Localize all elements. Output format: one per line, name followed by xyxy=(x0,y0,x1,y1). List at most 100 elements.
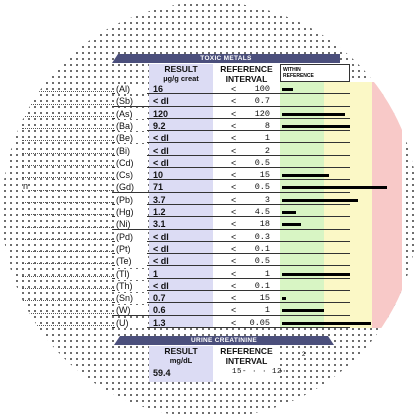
row-divider xyxy=(112,314,350,316)
reference-limit: 0.05 xyxy=(249,317,270,328)
table-row: (Hg) 1.2 <4.5 xyxy=(2,205,418,218)
row-divider xyxy=(112,154,350,156)
dotted-leader xyxy=(22,103,118,105)
urine-creatinine-header: URINE CREATININE xyxy=(114,336,334,345)
table-row: (U) 1.3 <0.05 xyxy=(2,316,418,328)
result-column-header: RESULT µg/g creat xyxy=(149,64,213,84)
table-row: (Be) < dl <1 xyxy=(2,131,418,144)
reference-limit: 0.7 xyxy=(254,96,270,107)
dotted-leader xyxy=(22,288,118,290)
less-than-symbol: < xyxy=(231,207,237,217)
level-bar xyxy=(282,174,330,178)
table-row: (W) 0.6 <1 xyxy=(2,303,418,316)
less-than-symbol: < xyxy=(231,96,237,107)
reference-limit: 15 xyxy=(259,170,270,181)
row-divider xyxy=(112,105,350,107)
dotted-leader xyxy=(22,324,118,326)
result-value: 0.7 xyxy=(153,293,166,304)
dotted-leader xyxy=(22,189,118,191)
table-row: (Te) < dl <0.5 xyxy=(2,254,418,267)
result-value: 16 xyxy=(153,84,164,94)
reference-limit: 0.1 xyxy=(254,243,270,254)
element-symbol: (Be) xyxy=(115,133,147,144)
table-row: (Cs) 10 <15 xyxy=(2,168,418,181)
reference-limit: 0.5 xyxy=(254,157,270,168)
result-value: 1 xyxy=(153,268,159,279)
less-than-symbol: < xyxy=(231,157,237,168)
result-column-background xyxy=(149,64,213,328)
result-label: RESULT xyxy=(164,64,198,74)
level-bar xyxy=(282,88,293,91)
table-row: (Ba) 9.2 <8 xyxy=(2,119,418,132)
dotted-leader xyxy=(22,238,118,240)
element-symbol: (Bi) xyxy=(115,145,147,156)
table-row: (Pd) < dl <0.3 xyxy=(2,230,418,242)
level-bar xyxy=(282,297,287,301)
row-divider xyxy=(112,203,350,205)
result-value: 9.2 xyxy=(153,120,166,131)
element-symbol: (Cd) xyxy=(115,157,147,168)
result-value: 71 xyxy=(153,182,164,193)
element-symbol: (Ba) xyxy=(115,120,147,131)
reference-limit: 120 xyxy=(254,108,270,119)
table-row: (As) 120 <120 xyxy=(2,107,418,119)
row-divider xyxy=(112,191,350,193)
dotted-leader xyxy=(22,251,118,253)
less-than-symbol: < xyxy=(231,108,237,119)
dotted-leader xyxy=(22,214,118,216)
dotted-leader xyxy=(22,152,118,154)
result-value: < dl xyxy=(153,96,169,107)
element-symbol: (Pb) xyxy=(115,194,147,205)
table-row: (Al) 16 <100 xyxy=(2,82,418,95)
result-value: 3.7 xyxy=(153,194,166,205)
level-bar xyxy=(282,112,345,116)
row-divider xyxy=(112,117,350,119)
row-divider xyxy=(112,277,350,279)
dotted-leader xyxy=(22,275,118,277)
reference-limit: 18 xyxy=(259,219,270,230)
reference-limit: 0.5 xyxy=(254,182,270,193)
less-than-symbol: < xyxy=(231,145,237,156)
less-than-symbol: < xyxy=(231,84,237,94)
within-reference-header: WITHIN REFERENCE xyxy=(280,64,350,82)
element-symbol: (Sn) xyxy=(115,293,147,304)
within-label: WITHIN xyxy=(283,67,301,73)
creatinine-result-background xyxy=(149,346,213,382)
level-bar xyxy=(282,198,358,202)
less-than-symbol: < xyxy=(231,268,237,279)
creatinine-result-header: RESULT mg/dL xyxy=(149,346,213,366)
dotted-leader xyxy=(22,140,118,142)
reference-limit: 2 xyxy=(264,145,270,156)
result-value: < dl xyxy=(153,133,169,144)
less-than-symbol: < xyxy=(231,120,237,131)
element-symbol: (Te) xyxy=(115,256,147,267)
within-reference-label: REFERENCE xyxy=(283,73,314,79)
reference-column-background xyxy=(213,64,280,328)
reference-limit: 0.5 xyxy=(254,256,270,267)
row-divider xyxy=(112,302,350,304)
dotted-leader xyxy=(22,128,118,130)
element-symbol: (Gd) xyxy=(115,182,147,193)
table-row: (Pt) < dl <0.1 xyxy=(2,242,418,255)
creatinine-interval-label: INTERVAL xyxy=(225,356,268,366)
reference-limit: 3 xyxy=(264,194,270,205)
result-value: < dl xyxy=(153,256,169,267)
row-divider xyxy=(112,326,350,328)
element-symbol: (U) xyxy=(115,317,147,328)
less-than-symbol: < xyxy=(231,280,237,291)
less-than-symbol: < xyxy=(231,194,237,205)
level-bar xyxy=(282,321,372,325)
interval-label: INTERVAL xyxy=(225,74,268,84)
row-divider xyxy=(112,240,350,242)
row-divider xyxy=(112,253,350,255)
row-divider xyxy=(112,290,350,292)
reference-limit: 0.3 xyxy=(254,231,270,242)
level-bar xyxy=(282,309,324,313)
less-than-symbol: < xyxy=(231,231,237,242)
result-value: < dl xyxy=(153,145,169,156)
result-value: 10 xyxy=(153,170,164,181)
row-divider xyxy=(112,142,350,144)
dotted-leader xyxy=(22,312,118,314)
table-row: (Tl) 1 <1 xyxy=(2,267,418,279)
